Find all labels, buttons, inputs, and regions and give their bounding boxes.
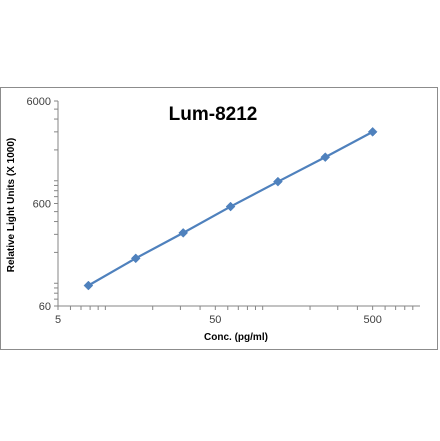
y-axis-title: Relative Light Units (X 1000)	[6, 138, 17, 272]
y-tick-label: 60	[39, 301, 51, 313]
x-tick-label: 50	[209, 314, 221, 326]
x-tick-label: 5	[55, 314, 61, 326]
data-point-marker	[273, 176, 283, 187]
data-point-marker	[367, 127, 378, 137]
axes: 5 50 500 60 600 6000	[27, 96, 420, 326]
data-point-marker	[83, 280, 94, 291]
chart-title: Lum-8212	[169, 104, 258, 125]
x-tick-label: 500	[363, 314, 381, 326]
y-tick-label: 6000	[27, 96, 51, 108]
plot-area	[83, 127, 378, 291]
data-point-marker	[178, 228, 189, 238]
data-point-marker	[320, 152, 331, 162]
data-point-marker	[130, 253, 141, 264]
data-point-marker	[225, 201, 236, 212]
x-axis-title: Conc. (pg/ml)	[204, 332, 268, 343]
y-tick-label: 600	[33, 199, 51, 211]
